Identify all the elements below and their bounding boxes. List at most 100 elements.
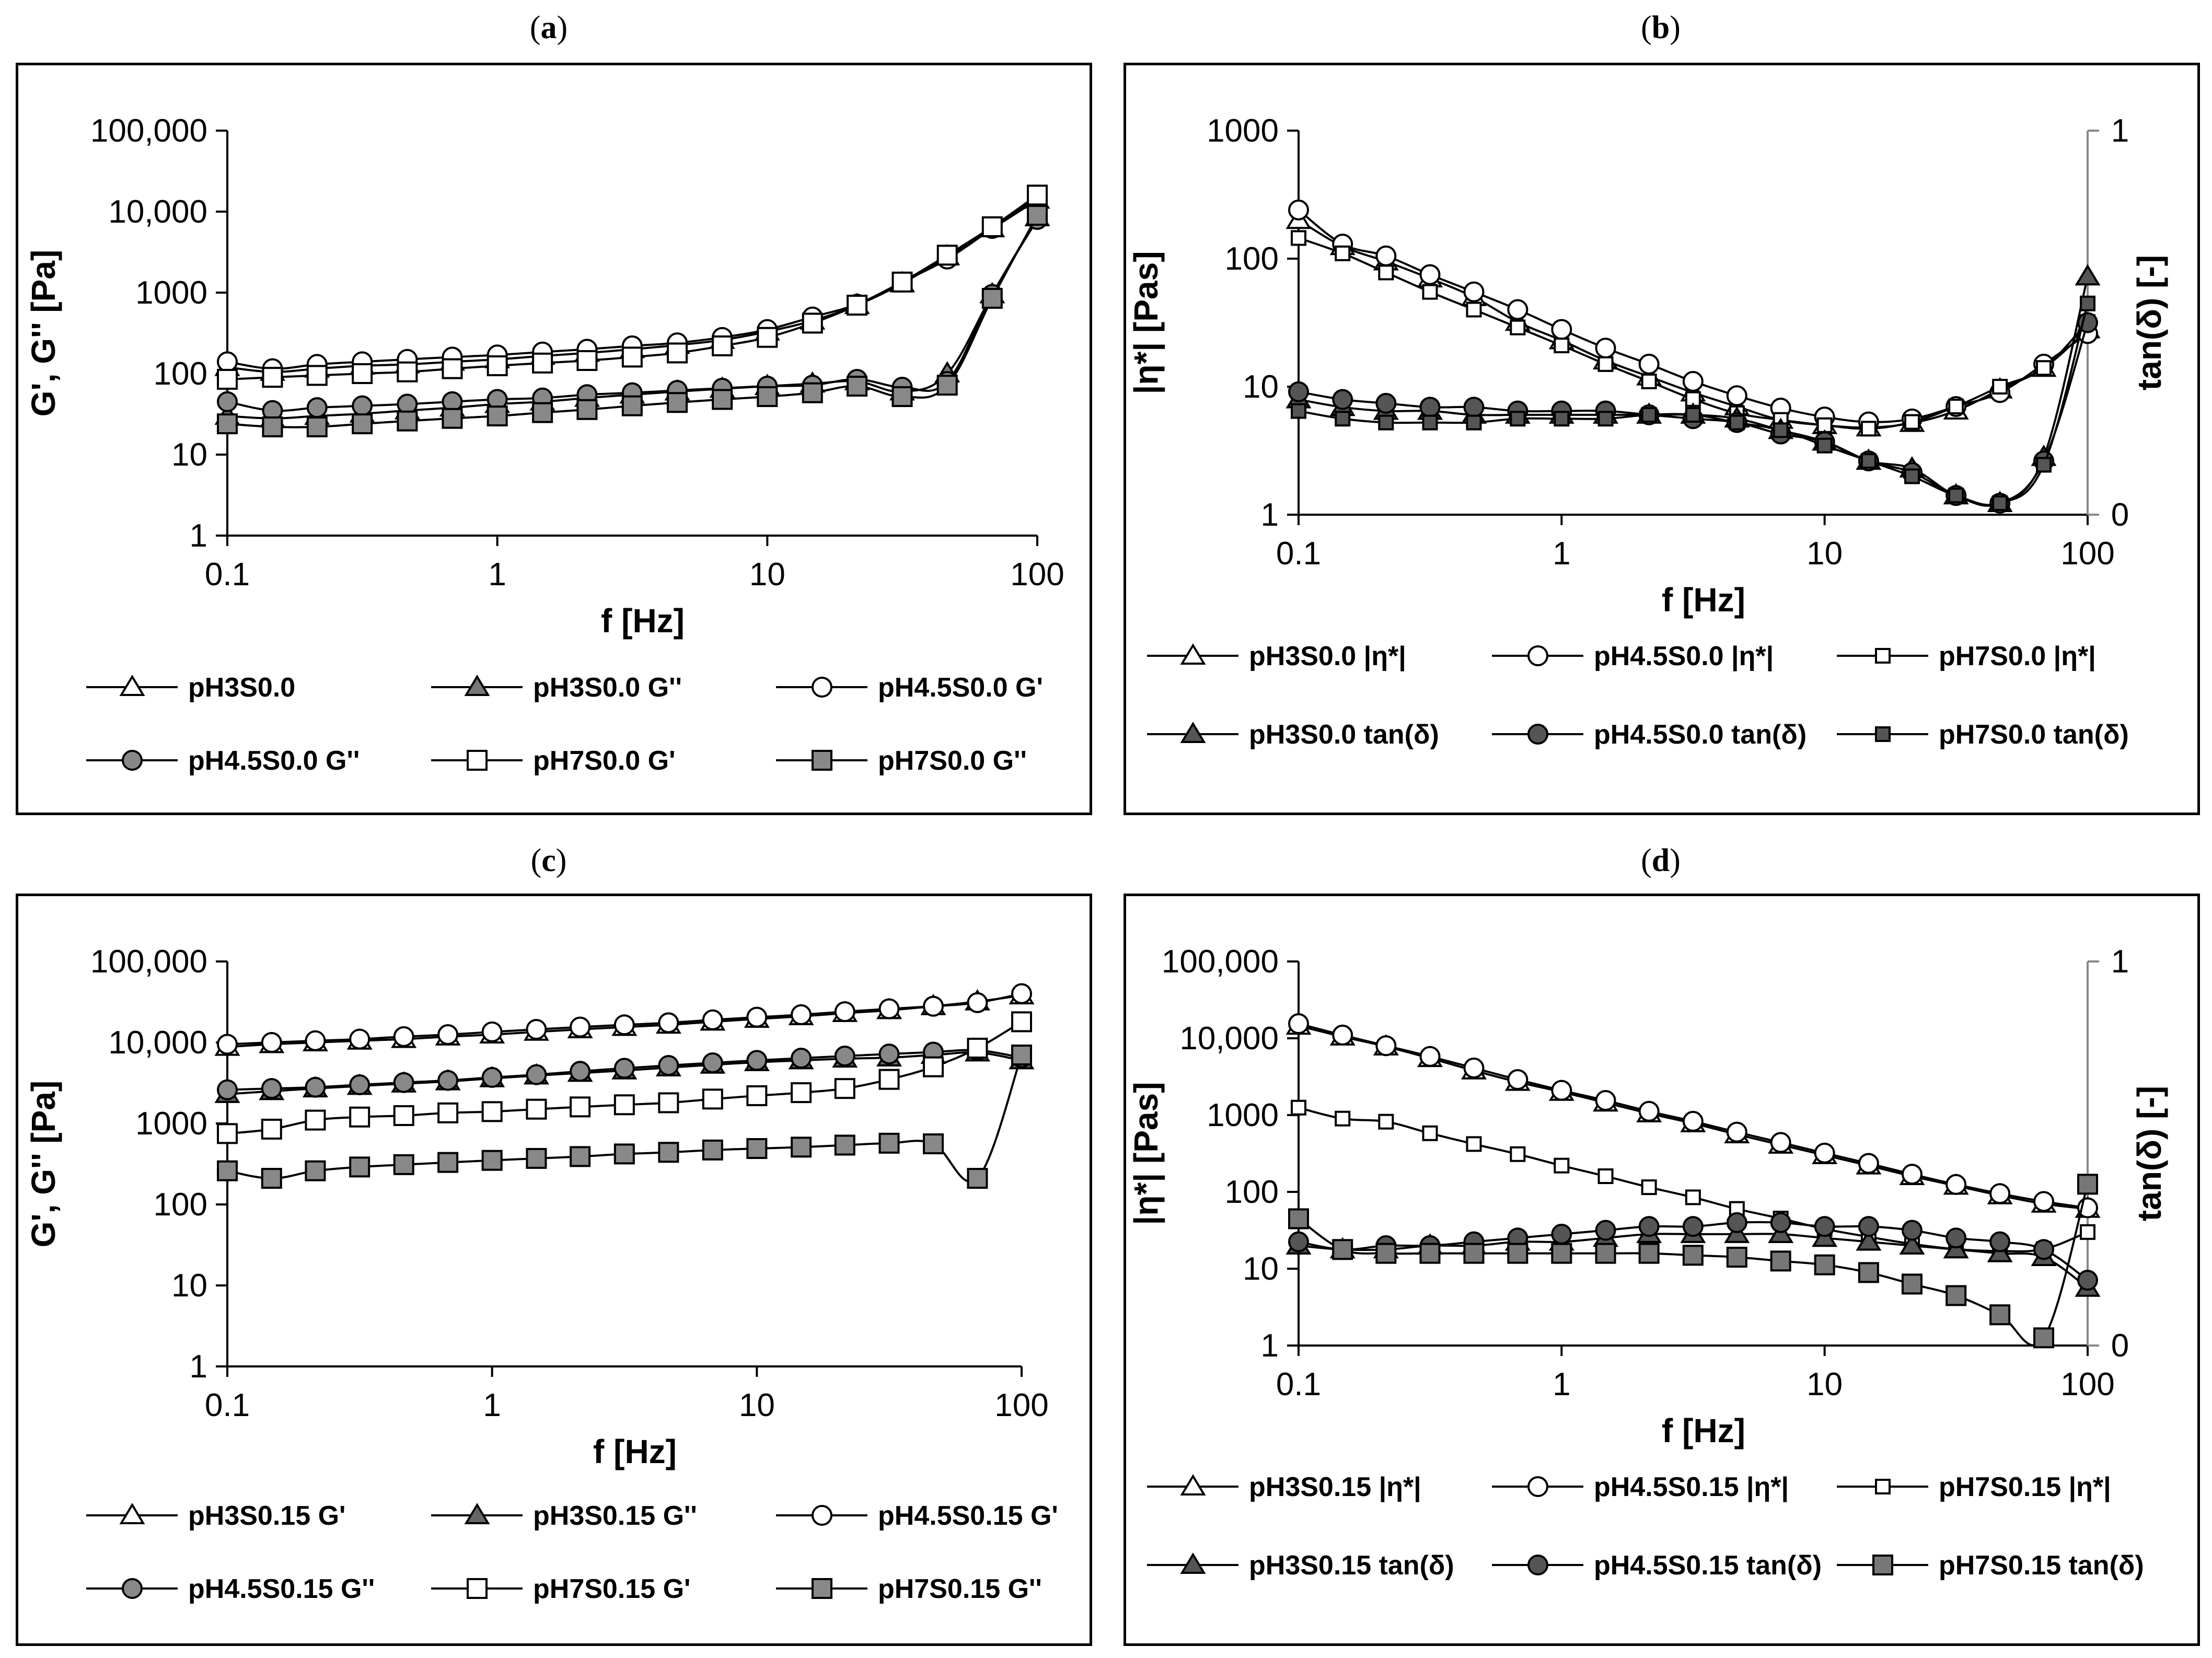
y-tick-label: 10 bbox=[171, 1268, 207, 1304]
data-point bbox=[1858, 1262, 1879, 1283]
series-ph7s0-0-g bbox=[217, 205, 1048, 437]
data-point bbox=[481, 1101, 503, 1122]
data-point bbox=[1422, 1125, 1438, 1141]
legend-label: pH4.5S0.15 G' bbox=[878, 1501, 1058, 1531]
legend-marker bbox=[1527, 1555, 1548, 1575]
legend-label: pH4.5S0.0 tan(δ) bbox=[1594, 720, 1806, 750]
data-point bbox=[261, 1078, 282, 1099]
data-point bbox=[1551, 1223, 1572, 1245]
data-point bbox=[923, 1056, 944, 1077]
data-point bbox=[802, 382, 823, 403]
data-point bbox=[1011, 983, 1032, 1004]
y-tick-label: 1 bbox=[1261, 497, 1279, 533]
data-point bbox=[1378, 414, 1394, 431]
data-point bbox=[967, 1168, 988, 1189]
data-point bbox=[613, 1058, 635, 1079]
data-point bbox=[352, 395, 373, 416]
legend-marker bbox=[1180, 643, 1206, 665]
data-point bbox=[1595, 1090, 1616, 1111]
data-point bbox=[1554, 411, 1570, 427]
data-point bbox=[217, 1123, 238, 1144]
data-point bbox=[1901, 1273, 1923, 1295]
series-ph7s0-0-g bbox=[217, 184, 1048, 390]
chart-panel-b: 1 10 100 1000 0.1 1 10 100 0 1 f [Hz] |η*| [Pas] tan… bbox=[1124, 63, 2200, 815]
data-point bbox=[217, 351, 238, 373]
data-point bbox=[262, 416, 283, 437]
data-point bbox=[532, 352, 553, 374]
data-point bbox=[1551, 319, 1572, 340]
legend-marker bbox=[1875, 726, 1891, 742]
legend-label: pH7S0.0 |η*| bbox=[1939, 641, 2096, 671]
data-point bbox=[847, 376, 868, 397]
data-point bbox=[1814, 1142, 1835, 1164]
data-point bbox=[2080, 1224, 2095, 1240]
panel-label-b: (b) bbox=[1641, 10, 1681, 45]
data-point bbox=[1901, 1220, 1923, 1241]
data-point bbox=[981, 287, 1003, 309]
data-point bbox=[1729, 414, 1745, 431]
legend-marker bbox=[812, 677, 832, 698]
data-point bbox=[936, 245, 958, 266]
y-tick-label: 10 bbox=[1243, 369, 1279, 405]
data-point bbox=[1595, 338, 1616, 359]
chart-panel-d: 1 10 100 1000 10,000 100,000 0.1 1 10 100 0 1 f [Hz]… bbox=[1124, 894, 2200, 1646]
data-point bbox=[2033, 1239, 2055, 1260]
data-point bbox=[1332, 389, 1353, 410]
data-point bbox=[702, 1009, 723, 1030]
data-point bbox=[262, 367, 283, 388]
legend-label: pH4.5S0.0 G'' bbox=[188, 746, 360, 776]
data-point bbox=[2036, 457, 2052, 473]
data-point bbox=[305, 1109, 326, 1131]
x-tick-label: 10 bbox=[739, 1387, 775, 1423]
y-tick-label: 1000 bbox=[1207, 113, 1279, 149]
data-point bbox=[1378, 1114, 1394, 1130]
data-point bbox=[2080, 295, 2095, 311]
legend-label: pH7S0.15 G'' bbox=[878, 1574, 1042, 1604]
panel-label-d: (d) bbox=[1641, 843, 1681, 878]
data-point bbox=[1597, 356, 1614, 372]
legend-label: pH4.5S0.15 tan(δ) bbox=[1594, 1550, 1822, 1581]
data-point bbox=[1638, 1243, 1660, 1264]
y-tick-label: 10 bbox=[1243, 1251, 1279, 1287]
data-point bbox=[621, 395, 643, 416]
data-point bbox=[1510, 411, 1526, 427]
data-point bbox=[305, 1160, 326, 1181]
data-point bbox=[437, 1024, 459, 1045]
data-point bbox=[1858, 1153, 1879, 1174]
data-point bbox=[1288, 199, 1309, 221]
data-point bbox=[936, 375, 958, 396]
data-point bbox=[437, 1102, 459, 1123]
data-point bbox=[481, 1021, 503, 1042]
data-point bbox=[1466, 414, 1482, 431]
legend-entry: pH3S0.0 tan(δ) bbox=[1147, 720, 1439, 750]
data-point bbox=[1291, 230, 1306, 246]
data-point bbox=[658, 1092, 679, 1114]
data-point bbox=[397, 410, 418, 432]
data-point bbox=[2036, 360, 2052, 376]
legend-label: pH3S0.15 G' bbox=[188, 1501, 345, 1531]
data-point bbox=[1335, 1110, 1351, 1127]
y-tick-label: 1000 bbox=[1207, 1097, 1279, 1133]
legend-label: pH4.5S0.15 G'' bbox=[188, 1574, 375, 1604]
y-tick-label: 10,000 bbox=[1179, 1021, 1279, 1057]
legend-marker bbox=[464, 1503, 490, 1524]
legend-entry: pH3S0.0 bbox=[86, 673, 295, 703]
data-point bbox=[1011, 1045, 1032, 1066]
data-point bbox=[1726, 1121, 1747, 1143]
data-point bbox=[981, 216, 1003, 237]
data-point bbox=[2075, 264, 2101, 286]
legend-marker bbox=[467, 750, 488, 771]
x-tick-label: 100 bbox=[1010, 556, 1064, 593]
data-point bbox=[1814, 1254, 1835, 1276]
data-point bbox=[878, 998, 900, 1019]
data-point bbox=[712, 389, 733, 410]
data-point bbox=[393, 1026, 414, 1047]
data-point bbox=[305, 1030, 326, 1051]
data-point bbox=[305, 1076, 326, 1098]
data-point bbox=[2077, 1174, 2098, 1195]
data-point bbox=[1856, 1229, 1882, 1251]
legend-marker bbox=[1875, 1479, 1891, 1494]
data-point bbox=[526, 1018, 547, 1040]
x-axis-label: f [Hz] bbox=[601, 602, 685, 640]
